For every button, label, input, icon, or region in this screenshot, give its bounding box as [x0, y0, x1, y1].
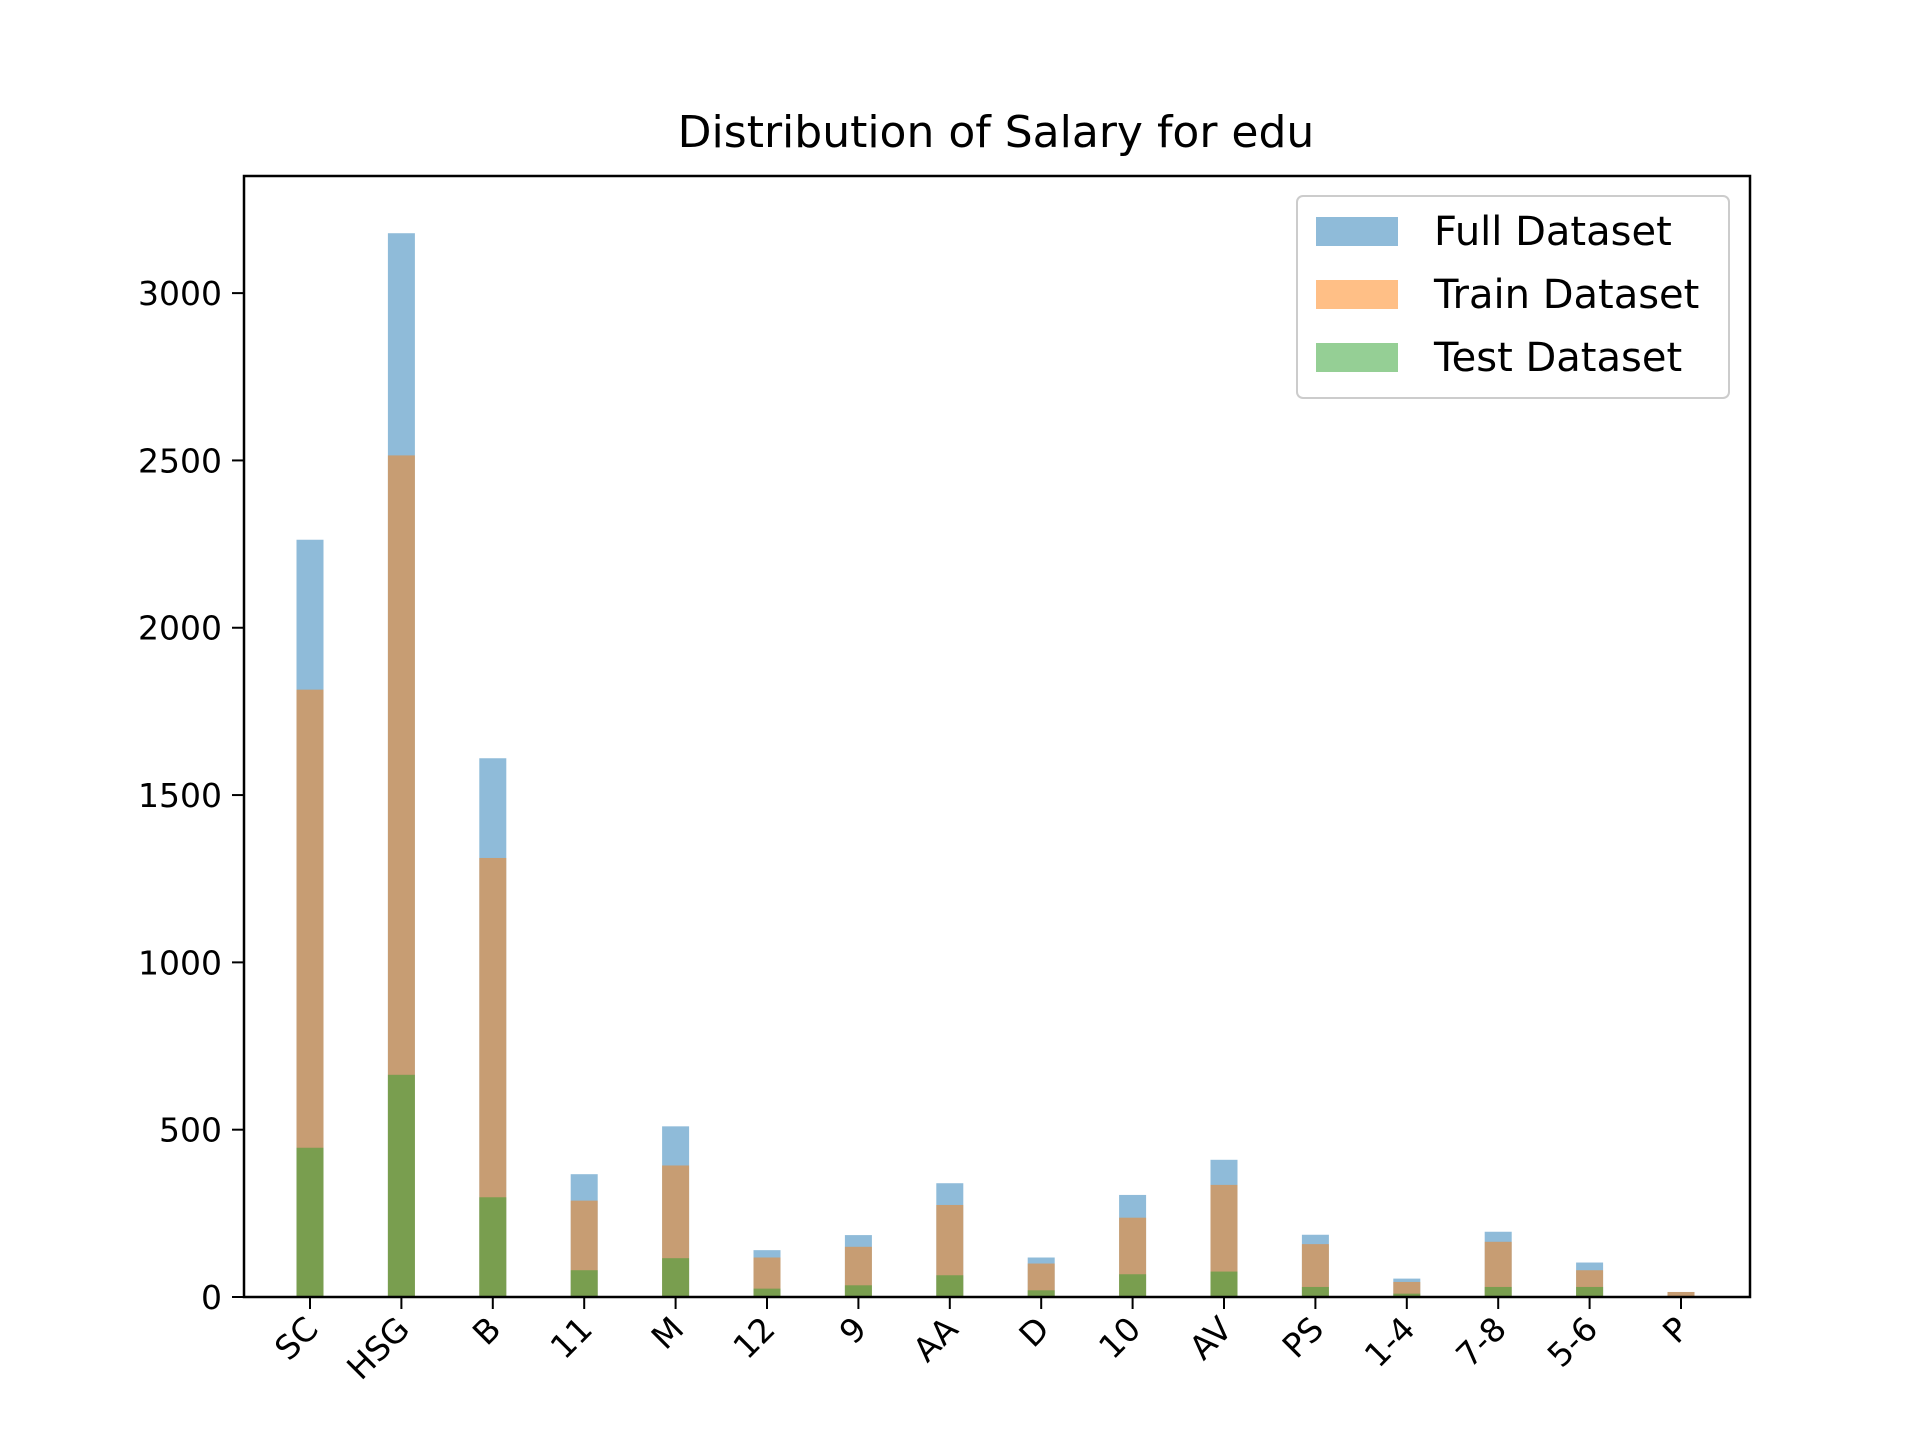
bar-test-dataset-aa: [936, 1275, 964, 1297]
legend-box: [1296, 195, 1730, 399]
y-tick-label-3000: 3000: [138, 274, 222, 313]
x-tick-label-12: 12: [725, 1309, 782, 1366]
bars-layer: [296, 233, 1695, 1298]
y-tick-label-2500: 2500: [138, 441, 222, 480]
x-tick-label-1-4: 1-4: [1357, 1309, 1423, 1375]
bar-test-dataset-12: [753, 1288, 781, 1297]
x-tick-label-10: 10: [1091, 1309, 1148, 1366]
bar-train-dataset-p: [1667, 1291, 1695, 1297]
chart-title: Distribution of Salary for edu: [678, 107, 1315, 158]
y-tick-label-0: 0: [201, 1278, 222, 1317]
x-tick-label-p: P: [1655, 1309, 1697, 1351]
x-tick-label-5-6: 5-6: [1540, 1309, 1606, 1375]
x-tick-label-sc: SC: [267, 1309, 326, 1368]
y-axis: 0 500 1000 1500 2000 2500 3000: [138, 274, 244, 1317]
bar-train-dataset-1-4: [1393, 1281, 1421, 1297]
bar-test-dataset-10: [1119, 1274, 1147, 1297]
x-tick-label-7-8: 7-8: [1448, 1309, 1514, 1375]
y-tick-label-1000: 1000: [138, 943, 222, 982]
bar-test-dataset-av: [1210, 1271, 1238, 1297]
bar-test-dataset-d: [1027, 1290, 1055, 1297]
bar-test-dataset-9: [844, 1285, 872, 1297]
y-tick-label-1500: 1500: [138, 776, 222, 815]
x-axis: SC HSG B 11 M 12 9 AA D 10 AV PS 1-4 7-8 5-6 P: [267, 1297, 1697, 1387]
legend-swatch-test-dataset: [1316, 343, 1398, 372]
x-tick-label-m: M: [644, 1309, 692, 1357]
x-tick-label-b: B: [465, 1309, 509, 1353]
y-tick-label-500: 500: [159, 1111, 222, 1150]
legend: Full Dataset Train Dataset Test Dataset: [1296, 195, 1730, 399]
x-tick-label-9: 9: [832, 1309, 874, 1351]
x-tick-label-ps: PS: [1275, 1309, 1331, 1365]
x-tick-label-hsg: HSG: [339, 1309, 417, 1387]
x-tick-label-11: 11: [543, 1309, 600, 1366]
legend-label-train-dataset: Train Dataset: [1433, 272, 1699, 318]
x-tick-label-d: D: [1011, 1309, 1057, 1355]
x-tick-label-aa: AA: [905, 1309, 965, 1369]
bar-test-dataset-sc: [296, 1147, 324, 1297]
legend-swatch-full-dataset: [1316, 217, 1398, 246]
bar-test-dataset-m: [662, 1258, 690, 1297]
bar-test-dataset-hsg: [387, 1074, 415, 1297]
plot-frame: [242, 174, 1752, 1299]
bar-test-dataset-b: [479, 1197, 507, 1297]
bar-test-dataset-ps: [1301, 1286, 1329, 1297]
legend-label-full-dataset: Full Dataset: [1434, 209, 1672, 255]
x-tick-label-av: AV: [1182, 1309, 1240, 1367]
legend-swatch-train-dataset: [1316, 280, 1398, 309]
bar-test-dataset-1-4: [1393, 1293, 1421, 1297]
legend-label-test-dataset: Test Dataset: [1433, 335, 1682, 381]
bar-test-dataset-5-6: [1576, 1286, 1604, 1297]
y-tick-label-2000: 2000: [138, 609, 222, 648]
bar-test-dataset-7-8: [1484, 1286, 1512, 1297]
bar-test-dataset-11: [570, 1270, 598, 1297]
